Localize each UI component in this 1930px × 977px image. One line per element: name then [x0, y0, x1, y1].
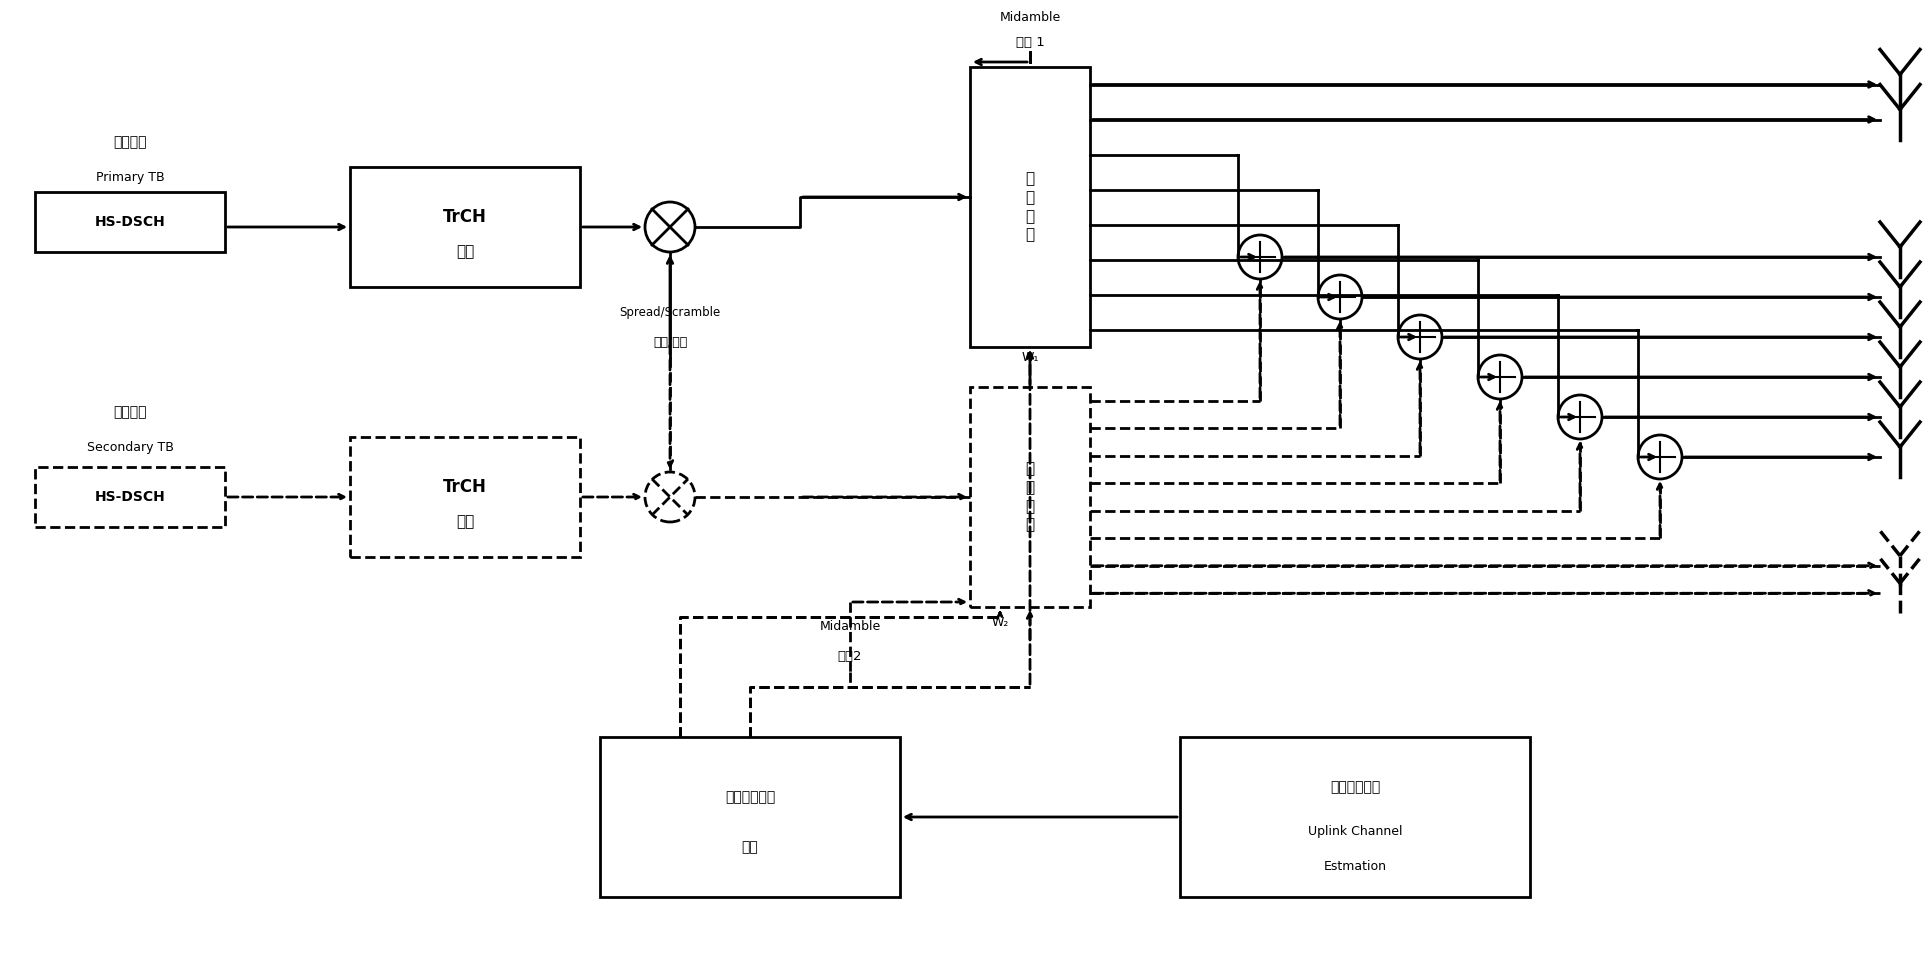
Bar — [35, 467, 226, 527]
Text: 生成: 生成 — [741, 840, 758, 854]
Text: HS-DSCH: HS-DSCH — [95, 215, 166, 229]
Text: Midamble: Midamble — [818, 620, 880, 633]
FancyBboxPatch shape — [969, 387, 1089, 607]
Text: 处理: 处理 — [455, 515, 475, 530]
Text: Estmation: Estmation — [1322, 861, 1386, 873]
Text: Secondary TB: Secondary TB — [87, 441, 174, 453]
Text: TrCH: TrCH — [442, 478, 486, 496]
Text: 波
束
赋
形: 波 束 赋 形 — [1025, 461, 1034, 532]
Text: 辅传输块: 辅传输块 — [114, 405, 147, 419]
Text: 上行信道估计: 上行信道估计 — [1330, 780, 1380, 794]
Text: 波
束
赋
形: 波 束 赋 形 — [1025, 172, 1034, 242]
Text: Primary TB: Primary TB — [96, 171, 164, 184]
Text: W₁: W₁ — [1021, 351, 1038, 363]
Text: W₂: W₂ — [990, 616, 1007, 628]
FancyBboxPatch shape — [969, 67, 1089, 347]
Bar — [35, 192, 226, 252]
Text: 偏移 1: 偏移 1 — [1015, 35, 1044, 49]
FancyBboxPatch shape — [1179, 737, 1529, 897]
Text: TrCH: TrCH — [442, 208, 486, 226]
Text: 主传输块: 主传输块 — [114, 135, 147, 149]
FancyBboxPatch shape — [600, 737, 899, 897]
Text: Uplink Channel: Uplink Channel — [1307, 826, 1401, 838]
Text: 处理: 处理 — [455, 244, 475, 260]
Bar — [349, 437, 579, 557]
Text: Spread/Scramble: Spread/Scramble — [620, 306, 720, 319]
Text: HS-DSCH: HS-DSCH — [95, 490, 166, 504]
Text: 波束赋形权值: 波束赋形权值 — [724, 790, 774, 804]
Bar — [349, 167, 579, 287]
Text: 偏移2: 偏移2 — [838, 651, 863, 663]
Text: 扩频/扰频: 扩频/扰频 — [652, 335, 687, 349]
Text: Midamble: Midamble — [1000, 11, 1060, 23]
